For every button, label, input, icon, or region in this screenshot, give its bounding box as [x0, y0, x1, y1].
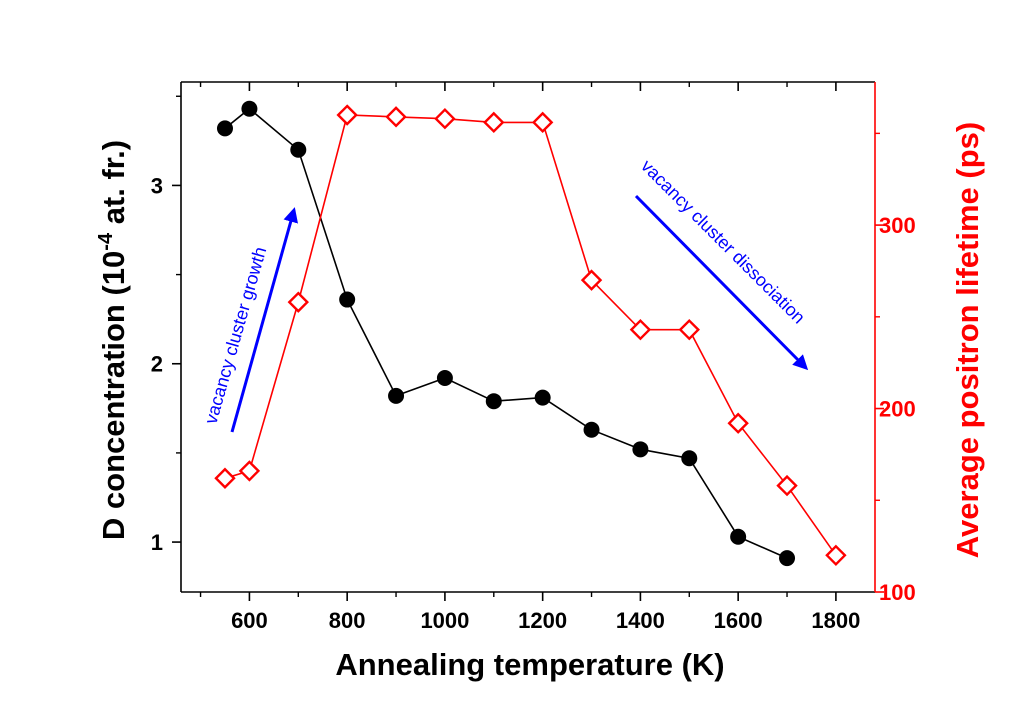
right-tick-label: 100: [879, 580, 916, 605]
right-tick-label: 200: [879, 397, 916, 422]
x-tick-label: 1600: [714, 608, 763, 633]
data-point-diamond: [580, 269, 603, 291]
left-axis-title-end: at. fr.): [96, 140, 131, 233]
x-tick-label: 800: [329, 608, 366, 633]
x-tick-label: 600: [231, 608, 268, 633]
data-point-diamond: [825, 544, 847, 567]
data-point-diamond: [385, 106, 407, 128]
dissociation-label: vacancy cluster dissociation: [637, 156, 809, 328]
left-axis-title-sup: -4: [95, 232, 117, 251]
data-point-diamond: [287, 291, 309, 313]
data-point-diamond: [434, 107, 456, 130]
data-point-circle: [339, 291, 356, 308]
left-axis-title: D concentration (10-4 at. fr.): [95, 140, 131, 540]
left-tick-label: 3: [151, 173, 163, 198]
x-tick-label: 1800: [811, 608, 860, 633]
tick-labels: 600 800 1000 1200 1400 1600 1800 1 2 3 100 200 300: [151, 173, 916, 633]
data-point-diamond: [214, 467, 236, 489]
data-point-circle: [779, 550, 796, 567]
data-point-circle: [216, 120, 233, 137]
right-axis-title: Average positron lifetime (ps): [950, 122, 985, 558]
growth-arrow: [230, 207, 298, 433]
data-point-circle: [290, 141, 307, 158]
data-point-circle: [485, 393, 502, 410]
data-point-circle: [681, 450, 698, 467]
left-tick-label: 2: [151, 352, 163, 377]
right-tick-label: 300: [879, 213, 916, 238]
dissociation-arrow: [634, 194, 809, 371]
left-axis-title-main: D concentration (10: [96, 251, 131, 540]
data-point-circle: [241, 100, 258, 117]
data-point-diamond: [776, 474, 798, 497]
data-point-diamond: [531, 111, 554, 134]
x-axis-title: Annealing temperature (K): [335, 647, 724, 682]
axis-ticks: [172, 82, 884, 601]
data-point-diamond: [238, 460, 261, 482]
data-point-diamond: [678, 318, 700, 341]
data-point-diamond: [336, 104, 358, 126]
data-point-circle: [730, 528, 747, 545]
series-left: [216, 100, 796, 567]
data-point-circle: [632, 441, 649, 458]
x-tick-label: 1200: [518, 608, 567, 633]
series-line-right: [224, 114, 837, 556]
data-point-circle: [534, 389, 551, 406]
data-point-circle: [436, 370, 453, 387]
series-right: [214, 104, 847, 567]
data-point-diamond: [629, 318, 652, 341]
x-tick-label: 1000: [420, 608, 469, 633]
plot-area: [214, 100, 847, 567]
data-point-circle: [583, 421, 600, 438]
data-point-diamond: [483, 111, 505, 134]
x-tick-label: 1400: [616, 608, 665, 633]
left-tick-label: 1: [151, 530, 163, 555]
annotation-dissociation: vacancy cluster dissociation: [634, 156, 809, 371]
annotation-growth: vacancy cluster growth: [201, 207, 298, 433]
axes-frame: [180, 81, 876, 593]
series-line-left: [224, 107, 788, 559]
data-point-diamond: [727, 412, 749, 434]
data-point-circle: [388, 387, 405, 404]
